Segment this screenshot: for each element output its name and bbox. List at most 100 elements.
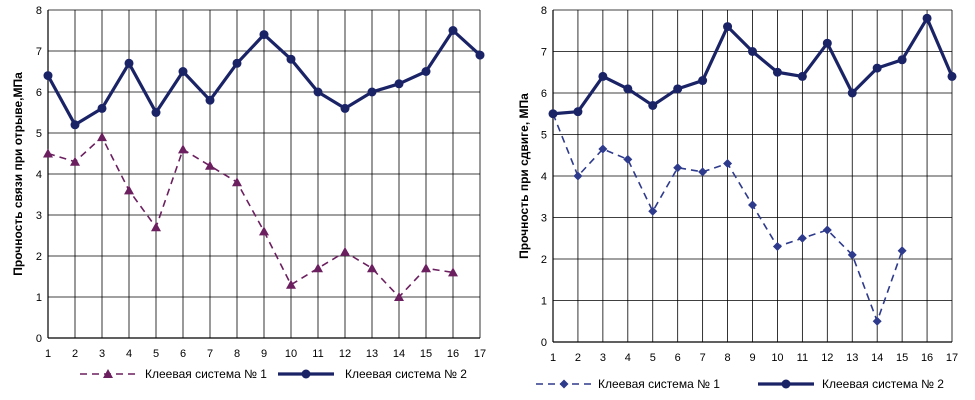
- data-point: [872, 63, 882, 73]
- x-tick-label: 12: [821, 352, 833, 364]
- data-point: [70, 156, 80, 166]
- x-tick-label: 16: [447, 348, 459, 360]
- data-point: [723, 159, 733, 169]
- y-tick-label: 2: [36, 251, 42, 263]
- x-tick-label: 8: [725, 352, 731, 364]
- data-point: [259, 226, 269, 236]
- data-point: [97, 103, 107, 113]
- x-tick-label: 4: [625, 352, 631, 364]
- x-tick-label: 6: [675, 352, 681, 364]
- legend-label: Клеевая система № 2: [822, 377, 944, 391]
- data-point: [394, 79, 404, 89]
- legend-item-2: Клеевая система № 2: [758, 377, 944, 391]
- data-point: [847, 88, 857, 98]
- data-point: [205, 95, 215, 105]
- legend-label: Клеевая система № 2: [345, 367, 467, 381]
- x-tick-label: 5: [650, 352, 656, 364]
- x-tick-label: 13: [846, 352, 858, 364]
- x-tick-label: 2: [72, 348, 78, 360]
- data-point: [97, 132, 107, 142]
- data-point: [847, 250, 857, 260]
- y-tick-label: 4: [541, 171, 547, 183]
- legend-item-2: Клеевая система № 2: [278, 367, 467, 381]
- data-point: [573, 171, 583, 181]
- data-point: [748, 200, 757, 210]
- data-point: [648, 100, 658, 110]
- x-tick-label: 11: [312, 348, 323, 360]
- x-tick-label: 4: [126, 348, 132, 360]
- x-tick-label: 12: [339, 348, 351, 360]
- grid: [552, 9, 953, 343]
- x-tick-label: 14: [393, 348, 405, 360]
- data-point: [43, 71, 53, 81]
- data-point: [598, 144, 608, 154]
- legend-marker: [103, 369, 113, 378]
- x-tick-label: 8: [234, 348, 240, 360]
- data-point: [340, 103, 350, 113]
- y-tick-label: 0: [541, 337, 547, 349]
- x-tick-label: 17: [946, 352, 958, 364]
- data-point: [723, 22, 733, 32]
- legend-label: Клеевая система № 1: [145, 367, 267, 381]
- y-tick-label: 5: [36, 128, 42, 140]
- data-point: [178, 144, 188, 154]
- series-1: [43, 132, 458, 301]
- x-tick-label: 9: [749, 352, 755, 364]
- x-tick-label: 17: [474, 348, 486, 360]
- data-point: [673, 163, 683, 173]
- data-point: [232, 58, 242, 68]
- y-tick-label: 3: [36, 210, 42, 222]
- data-point: [421, 67, 431, 76]
- x-tick-label: 11: [797, 352, 808, 364]
- y-tick-label: 8: [36, 5, 42, 17]
- data-point: [897, 246, 907, 256]
- legend-item-1: Клеевая система № 1: [80, 367, 267, 381]
- x-tick-label: 3: [99, 348, 105, 360]
- data-point: [151, 108, 161, 117]
- x-tick-label: 1: [550, 352, 556, 364]
- y-axis-label: Прочность связи при отрыве,МПа: [11, 72, 25, 276]
- data-point: [259, 30, 269, 40]
- data-point: [822, 225, 832, 235]
- x-tick-label: 10: [285, 348, 297, 360]
- y-tick-label: 6: [541, 88, 547, 100]
- y-tick-label: 0: [36, 333, 42, 345]
- x-tick-label: 1: [45, 348, 51, 360]
- data-point: [548, 109, 558, 119]
- legend-item-1: Клеевая система № 1: [536, 377, 720, 391]
- data-point: [232, 177, 242, 187]
- data-point: [947, 71, 957, 81]
- x-tick-label: 10: [771, 352, 783, 364]
- x-tick-label: 3: [600, 352, 606, 364]
- y-tick-label: 1: [541, 296, 547, 308]
- x-tick-label: 5: [153, 348, 159, 360]
- data-point: [648, 206, 658, 216]
- legend-marker: [781, 379, 791, 389]
- data-point: [573, 107, 583, 117]
- y-tick-label: 4: [36, 169, 42, 181]
- data-point: [822, 38, 832, 48]
- grid: [47, 9, 481, 339]
- data-point: [698, 76, 708, 86]
- data-point: [151, 222, 161, 232]
- data-point: [313, 87, 323, 97]
- x-tick-label: 14: [871, 352, 883, 364]
- data-point: [623, 154, 633, 164]
- series-line: [47, 136, 454, 298]
- series-2: [548, 13, 957, 119]
- series-2: [43, 26, 485, 130]
- data-point: [623, 84, 633, 94]
- data-point: [698, 167, 708, 177]
- data-point: [872, 316, 882, 326]
- x-tick-label: 2: [575, 352, 581, 364]
- data-point: [598, 71, 608, 81]
- y-tick-label: 3: [541, 213, 547, 225]
- data-point: [313, 263, 323, 273]
- y-tick-label: 8: [541, 5, 547, 17]
- x-tick-label: 9: [261, 348, 267, 360]
- data-point: [178, 67, 188, 76]
- y-tick-label: 6: [36, 87, 42, 99]
- data-point: [394, 292, 404, 301]
- data-point: [124, 185, 134, 195]
